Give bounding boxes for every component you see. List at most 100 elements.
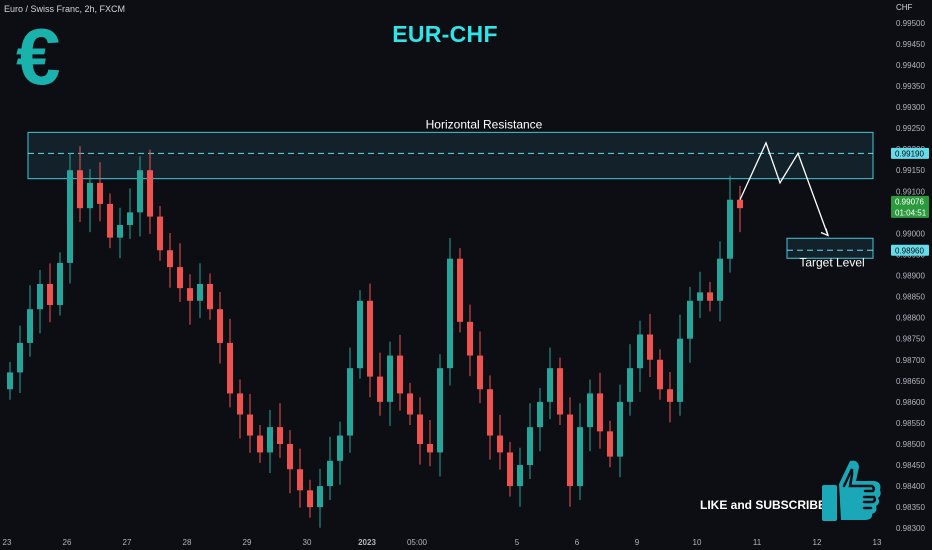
candle-body: [127, 212, 133, 225]
candle: [27, 285, 33, 357]
candle: [307, 479, 313, 518]
candle: [657, 349, 663, 400]
candle: [97, 162, 103, 222]
candle: [377, 352, 383, 416]
candle: [727, 175, 733, 273]
x-tick-label: 23: [3, 538, 12, 547]
candle-body: [547, 368, 553, 402]
candle-body: [507, 452, 513, 487]
candle: [277, 403, 283, 458]
y-tick-label: 0.98500: [896, 440, 925, 449]
y-tick-label: 0.99350: [896, 82, 925, 91]
candle: [667, 371, 673, 423]
candle-body: [707, 292, 713, 301]
candle: [137, 156, 143, 237]
candle: [117, 207, 123, 259]
y-tick-label: 0.98850: [896, 293, 925, 302]
x-tick-label: 5: [515, 538, 520, 547]
candle: [447, 238, 453, 386]
candle: [437, 354, 443, 477]
y-tick-label: 0.98600: [896, 398, 925, 407]
x-tick-label: 2023: [358, 538, 376, 547]
candle: [697, 271, 703, 319]
candle-body: [97, 182, 103, 204]
candle: [167, 232, 173, 288]
x-tick-label: 6: [575, 538, 580, 547]
resistance-price-tag-bg: [891, 147, 929, 159]
candle: [327, 436, 333, 500]
candle-body: [357, 300, 363, 369]
candle-body: [597, 393, 603, 432]
y-tick-label: 0.99500: [896, 19, 925, 28]
candle: [647, 313, 653, 378]
candle-body: [257, 435, 263, 453]
candle-body: [467, 321, 473, 356]
candle: [187, 274, 193, 325]
candle: [17, 325, 23, 394]
candle-body: [377, 376, 383, 402]
y-tick-label: 0.99300: [896, 103, 925, 112]
x-tick-label: 05:00: [407, 538, 428, 547]
candle: [457, 248, 463, 333]
candle-body: [427, 443, 433, 453]
candle: [537, 387, 543, 452]
candle: [597, 372, 603, 449]
candle: [207, 273, 213, 320]
candle-body: [387, 355, 393, 402]
candle: [607, 420, 613, 468]
candle: [57, 252, 63, 316]
candle-body: [237, 393, 243, 415]
candle-body: [577, 427, 583, 487]
candle: [417, 397, 423, 465]
candle: [297, 448, 303, 508]
y-tick-label: 0.99000: [896, 229, 925, 238]
candle: [147, 149, 153, 234]
candle-body: [67, 170, 73, 263]
candle-body: [287, 443, 293, 470]
candle: [337, 421, 343, 485]
candle: [227, 318, 233, 408]
candle: [687, 286, 693, 363]
resistance-price-tag: 0.99190: [895, 149, 924, 158]
y-tick-label: 0.99400: [896, 61, 925, 70]
candle-body: [537, 401, 543, 428]
x-tick-label: 28: [183, 538, 192, 547]
candle-body: [727, 199, 733, 259]
candle: [587, 379, 593, 452]
y-tick-label: 0.98650: [896, 377, 925, 386]
candle: [487, 375, 493, 460]
candle: [347, 347, 353, 453]
candle-body: [177, 267, 183, 289]
candle-body: [7, 372, 13, 390]
candle-body: [217, 309, 223, 343]
candle: [267, 409, 273, 474]
candle-body: [737, 199, 743, 209]
candle-body: [697, 292, 703, 301]
y-tick-label: 0.98700: [896, 356, 925, 365]
x-tick-label: 27: [123, 538, 132, 547]
candle-body: [557, 368, 563, 415]
candle-body: [517, 465, 523, 487]
candle-body: [607, 431, 613, 457]
symbol-info[interactable]: Euro / Swiss Franc, 2h, FXCM: [4, 4, 126, 14]
candle-body: [717, 258, 723, 301]
projected-path: [739, 141, 829, 236]
candle-body: [317, 486, 323, 508]
x-tick-label: 12: [813, 538, 822, 547]
x-tick-label: 26: [63, 538, 72, 547]
candle: [237, 379, 243, 439]
current-price-tag: 0.99076: [895, 197, 924, 206]
candle-body: [687, 300, 693, 339]
candle: [77, 146, 83, 223]
candle: [247, 393, 253, 453]
x-tick-label: 11: [753, 538, 762, 547]
candle-body: [637, 334, 643, 369]
x-tick-label: 13: [873, 538, 882, 547]
candle: [87, 168, 93, 233]
candle-body: [57, 262, 63, 306]
y-tick-label: 0.98750: [896, 335, 925, 344]
candle: [287, 430, 293, 494]
candle-body: [327, 460, 333, 487]
